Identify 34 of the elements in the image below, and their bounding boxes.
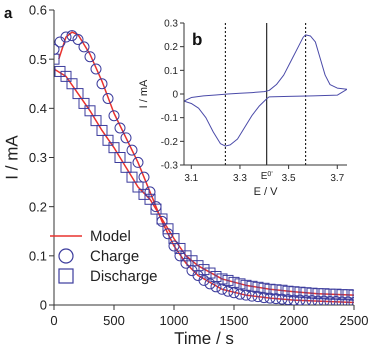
y-tick-label: 0.1 [28, 248, 47, 264]
x-tick-label: 3.5 [282, 173, 296, 184]
x-tick-label: 1500 [220, 313, 248, 328]
y-tick-label: 0.5 [28, 52, 47, 67]
x-tick-label: 500 [103, 313, 125, 328]
x-tick-label: 0 [50, 313, 58, 328]
x-axis-title: Time / s [174, 329, 234, 344]
x-tick-label: 3.1 [184, 173, 199, 184]
y-tick-label: -0.1 [160, 113, 178, 124]
y-axis-title: I / mA [138, 78, 150, 108]
x-tick-label: 2500 [340, 313, 368, 328]
x-tick-label: 1000 [160, 313, 188, 328]
y-tick-label: 0.1 [164, 66, 178, 77]
x-tick-label: 3.7 [330, 173, 345, 184]
y-axis-title: I / mA [2, 134, 22, 180]
y-tick-label: 0.3 [164, 18, 178, 30]
x-tick-label: 2000 [280, 313, 308, 328]
x-axis-title: E / V [254, 186, 278, 198]
ref-line-label: E$^{0'}$ [260, 170, 273, 182]
chart-title: a [4, 5, 13, 22]
x-tick-label: 3.3 [233, 173, 248, 184]
y-tick-label: 0 [40, 298, 47, 313]
y-tick-label: 0 [172, 90, 178, 101]
legend-label: Discharge [90, 268, 158, 284]
y-tick-label: -0.3 [160, 160, 178, 172]
y-tick-label: 0.2 [28, 199, 47, 214]
y-tick-label: 0.4 [28, 100, 47, 116]
y-tick-label: 0.3 [28, 150, 47, 166]
legend-label: Charge [90, 248, 140, 264]
legend-label: Model [90, 228, 131, 244]
y-tick-label: 0.6 [28, 2, 47, 18]
y-tick-label: -0.2 [160, 136, 178, 148]
y-tick-label: 0.2 [164, 42, 178, 54]
chart-title: b [192, 30, 202, 49]
